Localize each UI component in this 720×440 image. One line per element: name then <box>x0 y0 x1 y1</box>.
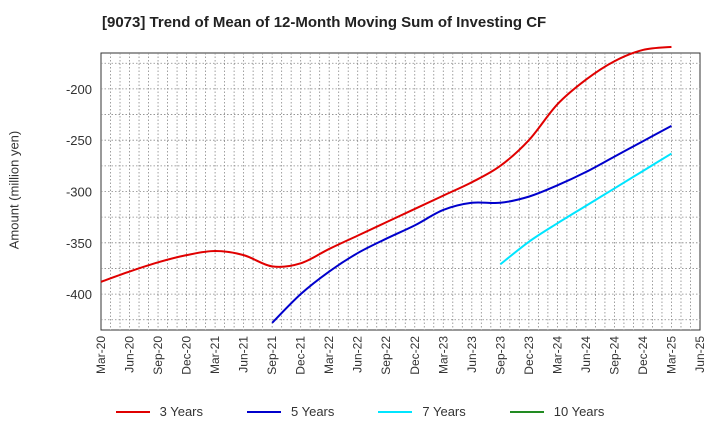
series-line <box>100 45 672 283</box>
legend-item: 3 Years <box>115 404 203 419</box>
x-tick-label: Mar-22 <box>322 336 336 374</box>
x-tick-label: Dec-22 <box>408 336 422 375</box>
x-tick-label: Dec-21 <box>294 336 308 375</box>
grid-lines <box>101 53 700 330</box>
series-line <box>271 124 672 324</box>
legend-label: 7 Years <box>422 404 466 419</box>
x-tick-label: Sep-21 <box>265 336 279 375</box>
x-tick-label: Dec-24 <box>636 336 650 375</box>
legend-swatch <box>115 410 150 413</box>
y-tick-label: -400 <box>66 287 92 302</box>
series-line <box>499 152 672 266</box>
legend-label: 10 Years <box>553 404 605 419</box>
x-tick-label: Jun-25 <box>693 336 707 373</box>
x-tick-labels: Mar-20 Jun-20 Sep-20 Dec-20 Mar-21 Jun-21 Sep-… <box>94 336 707 375</box>
legend-item: 7 Years <box>378 404 466 419</box>
y-tick-label: -200 <box>66 82 92 97</box>
x-tick-label: Dec-20 <box>180 336 194 375</box>
legend-item: 10 Years <box>509 404 605 419</box>
x-tick-label: Sep-20 <box>151 336 165 375</box>
x-tick-label: Mar-24 <box>550 336 564 374</box>
x-tick-label: Sep-24 <box>607 336 621 375</box>
legend: 3 Years 5 Years 7 Years 10 Years <box>0 404 720 419</box>
legend-label: 5 Years <box>291 404 335 419</box>
x-tick-label: Mar-23 <box>436 336 450 374</box>
x-tick-label: Mar-21 <box>208 336 222 374</box>
y-tick-label: -350 <box>66 236 92 251</box>
y-tick-label: -300 <box>66 185 92 200</box>
chart-title: [9073] Trend of Mean of 12-Month Moving … <box>102 14 547 31</box>
legend-item: 5 Years <box>247 404 334 419</box>
legend-swatch <box>509 410 544 413</box>
x-tick-label: Dec-23 <box>522 336 536 375</box>
x-tick-label: Jun-23 <box>465 336 479 373</box>
x-tick-label: Jun-22 <box>351 336 365 373</box>
legend-swatch <box>247 410 281 413</box>
x-tick-label: Mar-20 <box>94 336 108 374</box>
x-tick-label: Sep-22 <box>379 336 393 375</box>
x-tick-label: Jun-24 <box>579 336 593 373</box>
series-lines <box>100 45 672 324</box>
x-tick-label: Jun-20 <box>123 336 137 373</box>
y-tick-label: -250 <box>66 133 92 148</box>
legend-label: 3 Years <box>159 404 203 419</box>
x-tick-label: Mar-25 <box>664 336 678 374</box>
y-tick-labels: -400 -350 -300 -250 -200 <box>66 82 92 302</box>
x-tick-label: Sep-23 <box>493 336 507 375</box>
legend-swatch <box>378 410 413 413</box>
x-tick-label: Jun-21 <box>237 336 251 373</box>
